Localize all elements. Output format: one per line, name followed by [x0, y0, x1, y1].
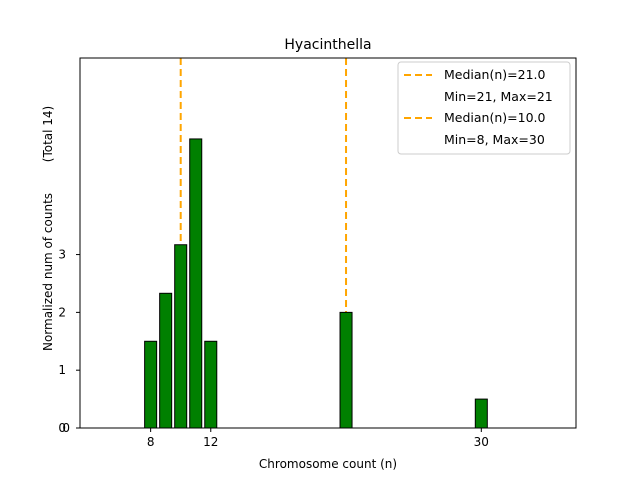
legend-detail-2: Min=8, Max=30 — [444, 132, 545, 147]
bar-n-30 — [474, 398, 488, 429]
bar-n-10 — [174, 244, 188, 429]
legend: Median(n)=21.0 Min=21, Max=21 Median(n)=10… — [397, 61, 571, 155]
legend-detail-1: Min=21, Max=21 — [444, 89, 553, 104]
bar-n-12 — [204, 340, 218, 429]
plot-frame — [79, 57, 577, 429]
bar-n-21 — [339, 311, 353, 429]
y-tick-label-origin: 0 — [62, 421, 70, 435]
y-tick-label-1: 1 — [58, 363, 66, 377]
legend-label-1: Median(n)=21.0 — [444, 67, 545, 82]
y-axis-label: Normalized num of counts — [41, 193, 55, 351]
bars — [144, 138, 488, 429]
y-axis-label-total: (Total 14) — [41, 106, 55, 162]
y-tick-label-2: 2 — [58, 305, 66, 319]
y-tick-label-0: 0 — [58, 421, 66, 435]
chart-title: Hyacinthella — [284, 37, 371, 53]
legend-box — [397, 61, 571, 155]
bar-n-11 — [189, 138, 203, 429]
legend-label-2: Median(n)=10.0 — [444, 110, 545, 125]
bar-n-8 — [144, 340, 158, 429]
x-axis-label: Chromosome count (n) — [259, 457, 397, 471]
x-tick-label-12: 12 — [203, 435, 218, 449]
x-tick-label-8: 8 — [147, 435, 155, 449]
bar-n-9 — [159, 292, 173, 429]
x-tick-label-30: 30 — [474, 435, 489, 449]
y-tick-label-3: 3 — [58, 248, 66, 262]
